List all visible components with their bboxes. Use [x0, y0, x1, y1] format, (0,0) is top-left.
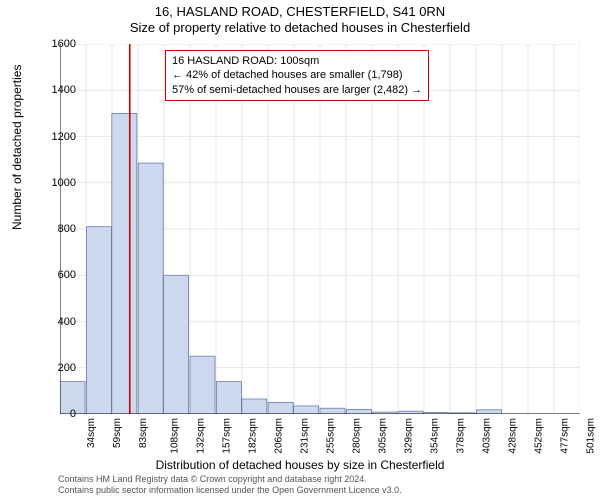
y-tick-label: 1200 [42, 131, 76, 143]
x-tick-label: 305sqm [378, 418, 389, 454]
annotation-box: 16 HASLAND ROAD: 100sqm ← 42% of detache… [165, 50, 429, 101]
x-tick-label: 477sqm [560, 418, 571, 454]
y-tick-label: 1600 [42, 38, 76, 50]
attribution-line1: Contains HM Land Registry data © Crown c… [58, 474, 402, 485]
y-tick-label: 600 [42, 269, 76, 281]
x-tick-label: 354sqm [430, 418, 441, 454]
x-tick-label: 329sqm [404, 418, 415, 454]
annotation-line1: 16 HASLAND ROAD: 100sqm [172, 54, 422, 68]
x-tick-label: 157sqm [222, 418, 233, 454]
annotation-line2: ← 42% of detached houses are smaller (1,… [172, 68, 422, 82]
x-tick-label: 132sqm [196, 418, 207, 454]
title-address: 16, HASLAND ROAD, CHESTERFIELD, S41 0RN [0, 4, 600, 19]
y-tick-label: 800 [42, 223, 76, 235]
y-tick-label: 0 [42, 408, 76, 420]
x-tick-label: 206sqm [274, 418, 285, 454]
title-subtitle: Size of property relative to detached ho… [0, 20, 600, 35]
x-tick-label: 108sqm [170, 418, 181, 454]
x-tick-label: 378sqm [456, 418, 467, 454]
x-tick-label: 83sqm [138, 418, 149, 448]
y-tick-label: 400 [42, 316, 76, 328]
y-axis-label: Number of detached properties [10, 65, 24, 230]
x-axis-label: Distribution of detached houses by size … [0, 458, 600, 472]
x-tick-label: 452sqm [534, 418, 545, 454]
x-tick-label: 501sqm [586, 418, 597, 454]
y-tick-label: 1000 [42, 177, 76, 189]
y-tick-label: 1400 [42, 84, 76, 96]
y-tick-label: 200 [42, 362, 76, 374]
attribution-line2: Contains public sector information licen… [58, 485, 402, 496]
x-tick-label: 231sqm [300, 418, 311, 454]
x-tick-label: 428sqm [508, 418, 519, 454]
chart-container: 16, HASLAND ROAD, CHESTERFIELD, S41 0RN … [0, 0, 600, 500]
chart-area: 16 HASLAND ROAD: 100sqm ← 42% of detache… [60, 44, 580, 414]
attribution-block: Contains HM Land Registry data © Crown c… [58, 474, 402, 496]
x-tick-label: 59sqm [112, 418, 123, 448]
annotation-line3: 57% of semi-detached houses are larger (… [172, 83, 422, 97]
x-tick-label: 182sqm [248, 418, 259, 454]
x-tick-label: 403sqm [482, 418, 493, 454]
x-tick-label: 34sqm [86, 418, 97, 448]
title-block: 16, HASLAND ROAD, CHESTERFIELD, S41 0RN … [0, 0, 600, 35]
x-tick-label: 280sqm [352, 418, 363, 454]
x-tick-label: 255sqm [326, 418, 337, 454]
